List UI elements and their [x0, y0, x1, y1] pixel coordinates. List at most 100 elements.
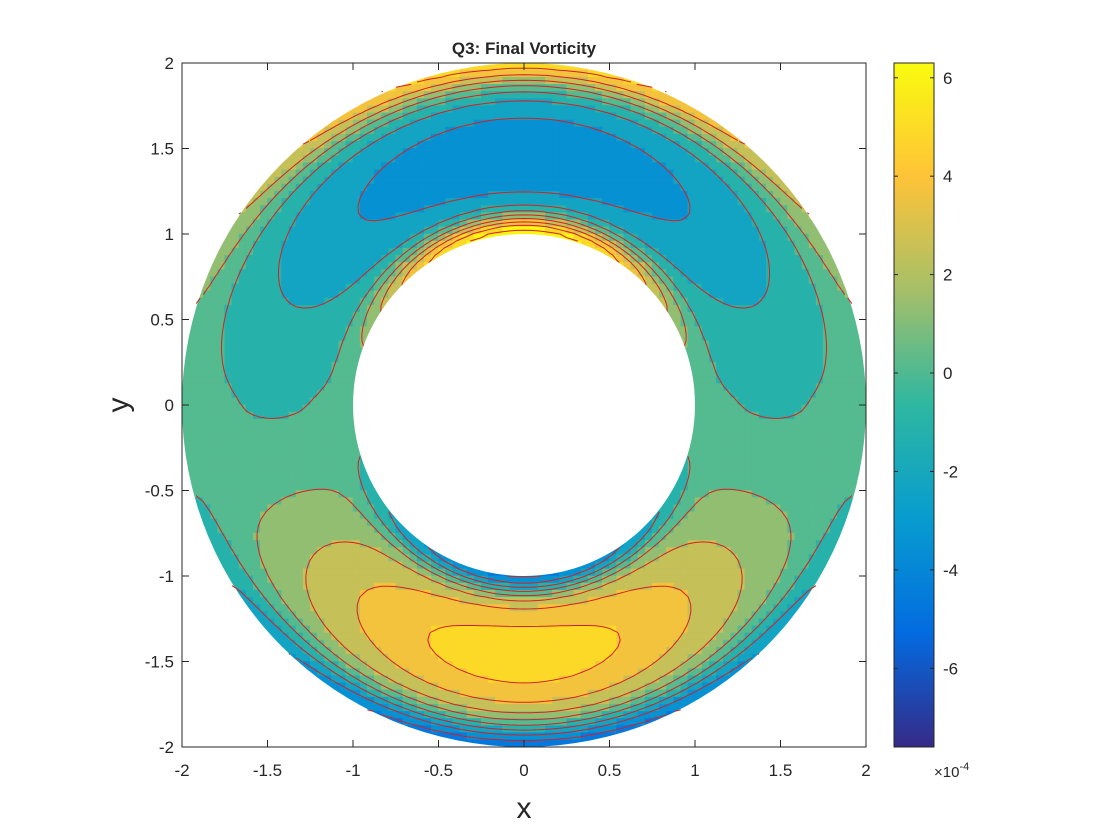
field-cell [281, 454, 290, 463]
field-cell [794, 212, 803, 221]
field-cell [238, 354, 247, 363]
field-cell [224, 411, 233, 420]
field-cell [651, 611, 660, 620]
field-cell [559, 205, 568, 213]
field-cell [402, 198, 411, 206]
field-cell [730, 468, 739, 477]
field-cell [687, 440, 696, 449]
field-cell [609, 190, 617, 199]
field-cell [815, 255, 824, 263]
field-cell [188, 340, 197, 349]
field-cell [822, 262, 831, 270]
field-cell [694, 575, 703, 584]
field-cell [281, 383, 290, 392]
field-cell [822, 404, 831, 413]
field-cell [716, 582, 724, 591]
field-cell [252, 369, 261, 377]
field-cell [238, 283, 247, 292]
field-cell [317, 148, 325, 156]
field-cell [545, 63, 553, 71]
field-cell [188, 468, 197, 477]
field-cell [780, 397, 788, 406]
field-cell [466, 176, 475, 185]
field-cell [708, 589, 717, 598]
field-cell [309, 155, 318, 164]
field-cell [267, 347, 275, 356]
field-cell [780, 247, 788, 256]
field-cell [238, 468, 247, 477]
field-cell [680, 226, 689, 235]
field-cell [252, 468, 261, 477]
field-cell [210, 390, 218, 399]
field-cell [317, 354, 325, 363]
field-cell [381, 504, 389, 513]
field-cell [758, 418, 767, 427]
field-cell [224, 532, 233, 541]
field-cell [317, 468, 325, 477]
field-cell [274, 233, 283, 242]
field-cell [210, 312, 218, 320]
field-cell [331, 540, 340, 548]
field-cell [480, 155, 489, 164]
field-cell [402, 604, 411, 612]
field-cell [352, 597, 361, 605]
field-cell [480, 183, 489, 192]
field-cell [851, 461, 860, 470]
field-cell [716, 290, 724, 299]
field-cell [751, 283, 760, 292]
field-cell [374, 604, 382, 612]
field-cell [844, 361, 853, 370]
field-cell [815, 297, 824, 306]
field-cell [267, 504, 275, 513]
field-cell [523, 632, 532, 641]
field-cell [231, 568, 240, 577]
field-cell [758, 304, 767, 313]
field-cell [203, 454, 211, 463]
field-cell [281, 269, 290, 278]
field-cell [830, 333, 838, 342]
field-cell [302, 597, 311, 605]
field-cell [680, 561, 689, 570]
field-cell [409, 112, 418, 121]
field-cell [338, 426, 347, 434]
field-cell [723, 454, 731, 463]
field-cell [559, 575, 568, 584]
field-cell [295, 198, 304, 206]
field-cell [359, 276, 368, 285]
field-cell [381, 554, 389, 563]
field-cell [830, 326, 838, 335]
field-cell [281, 290, 290, 299]
field-cell [851, 440, 860, 449]
field-cell [602, 625, 610, 634]
field-cell [666, 240, 674, 249]
field-cell [488, 133, 496, 142]
field-cell [815, 347, 824, 356]
field-cell [837, 383, 845, 392]
field-cell [338, 504, 347, 513]
field-cell [409, 148, 418, 156]
field-cell [673, 582, 682, 591]
field-cell [374, 312, 382, 320]
field-cell [295, 426, 304, 434]
field-cell [851, 433, 860, 441]
field-cell [502, 119, 511, 128]
field-cell [737, 219, 746, 228]
field-cell [815, 483, 824, 491]
field-cell [480, 589, 489, 598]
field-cell [708, 240, 717, 249]
field-cell [338, 119, 347, 128]
field-cell [673, 497, 682, 506]
field-cell [659, 547, 667, 555]
field-cell [324, 340, 332, 349]
field-cell [445, 162, 454, 171]
field-cell [651, 262, 660, 270]
field-cell [238, 269, 247, 278]
field-cell [630, 176, 639, 185]
field-cell [687, 233, 696, 242]
field-cell [602, 148, 610, 156]
field-cell [366, 304, 375, 313]
field-cell [345, 333, 354, 342]
field-cell [402, 276, 411, 285]
field-cell [730, 226, 739, 235]
field-cell [801, 575, 810, 584]
